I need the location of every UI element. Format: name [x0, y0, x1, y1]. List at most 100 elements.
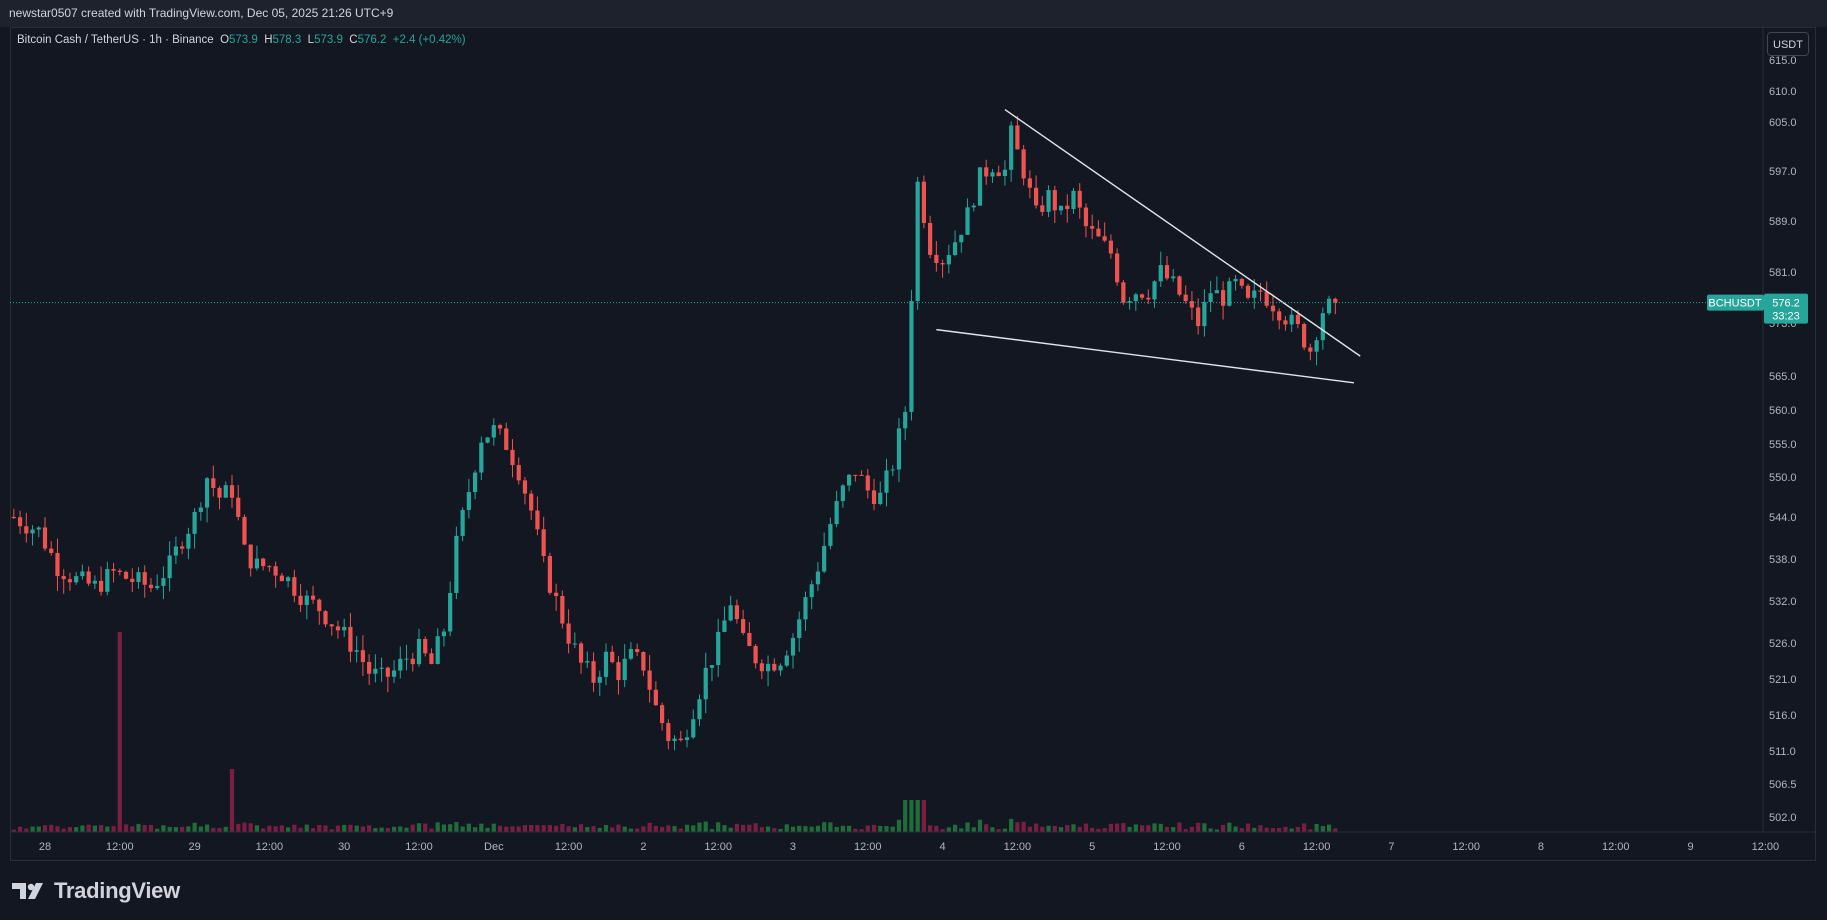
candle-body — [1227, 281, 1232, 306]
candle-body — [92, 580, 97, 584]
time-tick-label: 6 — [1239, 841, 1245, 853]
candle-body — [1177, 276, 1182, 295]
volume-bar — [572, 827, 577, 832]
volume-bar — [435, 822, 440, 832]
candle-body — [547, 556, 552, 593]
candle-body — [635, 649, 640, 653]
candle-body — [566, 623, 571, 644]
volume-bar — [684, 824, 690, 832]
volume-bar — [578, 824, 584, 832]
candle-body — [1033, 187, 1039, 206]
volume-bar — [554, 825, 559, 832]
candle-body — [1302, 324, 1307, 348]
volume-bar — [753, 823, 758, 832]
volume-bar — [105, 826, 110, 832]
volume-bar — [865, 825, 870, 832]
currency-button[interactable]: USDT — [1767, 32, 1809, 56]
volume-bar — [298, 827, 303, 832]
volume-bar — [946, 827, 951, 832]
volume-bar — [772, 828, 777, 832]
volume-bar — [504, 826, 509, 832]
time-tick-label: 12:00 — [1452, 841, 1480, 853]
candle-body — [722, 620, 727, 632]
price-tick-label: 550.0 — [1769, 472, 1797, 484]
volume-bar — [678, 828, 683, 832]
volume-bar — [142, 824, 147, 832]
candle-body — [977, 167, 983, 206]
candle-body — [1158, 265, 1163, 282]
candle-body — [223, 485, 228, 498]
volume-bar — [672, 826, 677, 832]
candle-body — [1164, 265, 1170, 279]
price-chart[interactable]: 615.0610.0605.0597.0589.0581.0573.0565.0… — [0, 0, 1827, 862]
volume-bar — [996, 829, 1001, 832]
volume-bar — [236, 823, 241, 832]
candle-body — [1077, 190, 1082, 208]
volume-bar — [628, 828, 634, 832]
candle-body — [1326, 298, 1332, 314]
time-axis[interactable]: 28 12:00 29 12:00 30 12:00 Dec 12:00 2 12:00 3 12:0… — [10, 831, 1816, 853]
volume-bar — [1096, 828, 1101, 832]
candle-body — [959, 234, 964, 243]
candle-body — [1308, 347, 1313, 352]
volume-bar — [136, 823, 141, 832]
candle-body — [554, 592, 559, 596]
tradingview-logo[interactable]: TradingView — [12, 878, 180, 904]
candle-body — [404, 658, 409, 660]
candle-body — [1133, 294, 1138, 302]
candle-body — [1102, 236, 1107, 241]
candle-body — [659, 705, 665, 724]
volume-bar — [335, 825, 341, 832]
volume-bar — [448, 824, 453, 832]
candle-body — [1065, 205, 1070, 210]
volume-bar — [391, 826, 397, 832]
price-tick-label: 615.0 — [1769, 55, 1797, 67]
candle-body — [1121, 282, 1126, 303]
volume-bar — [765, 826, 771, 832]
price-axis[interactable]: 615.0610.0605.0597.0589.0581.0573.0565.0… — [1762, 28, 1797, 832]
volume-bar — [828, 822, 833, 832]
candle-body — [186, 533, 191, 549]
candle-body — [840, 485, 845, 502]
volume-bar — [529, 825, 534, 832]
time-tick-label: 12:00 — [405, 841, 433, 853]
candle-body — [578, 643, 584, 663]
tradingview-logo-icon — [12, 883, 43, 899]
candle-body — [485, 437, 490, 443]
wedge-upper-trendline — [1004, 109, 1361, 357]
volume-bar — [846, 825, 852, 832]
candle-body — [267, 566, 272, 568]
candle-body — [67, 579, 73, 583]
candle-body — [142, 572, 147, 585]
time-tick-label: 5 — [1089, 841, 1095, 853]
candle-body — [236, 497, 241, 517]
candle-body — [373, 668, 378, 674]
candle-body — [111, 569, 116, 571]
volume-bar — [610, 827, 615, 832]
candle-body — [790, 637, 796, 656]
candle-body — [148, 584, 154, 589]
volume-bar — [709, 829, 715, 832]
volume-bar — [1270, 828, 1276, 832]
trend-lines[interactable] — [936, 109, 1361, 384]
volume-bar — [697, 822, 702, 832]
candle-body — [292, 577, 297, 596]
time-tick-label: 12:00 — [704, 841, 732, 853]
candle-body — [716, 631, 721, 666]
volume-bar — [323, 825, 328, 832]
volume-bar — [1202, 823, 1207, 832]
candle-body — [298, 595, 303, 606]
candle-body — [890, 469, 895, 471]
candle-body — [965, 207, 970, 235]
chart-panel[interactable] — [10, 27, 1816, 861]
candle-body — [741, 619, 746, 633]
candle-body — [1171, 276, 1176, 279]
volume-bar — [853, 828, 858, 832]
candle-body — [217, 487, 222, 498]
volume-bar — [30, 826, 35, 832]
volume-bar — [759, 827, 764, 832]
volume-bar — [535, 825, 540, 832]
volume-bar — [155, 828, 160, 832]
close-value: 576.2 — [357, 34, 387, 46]
time-tick-label: 30 — [338, 841, 350, 853]
